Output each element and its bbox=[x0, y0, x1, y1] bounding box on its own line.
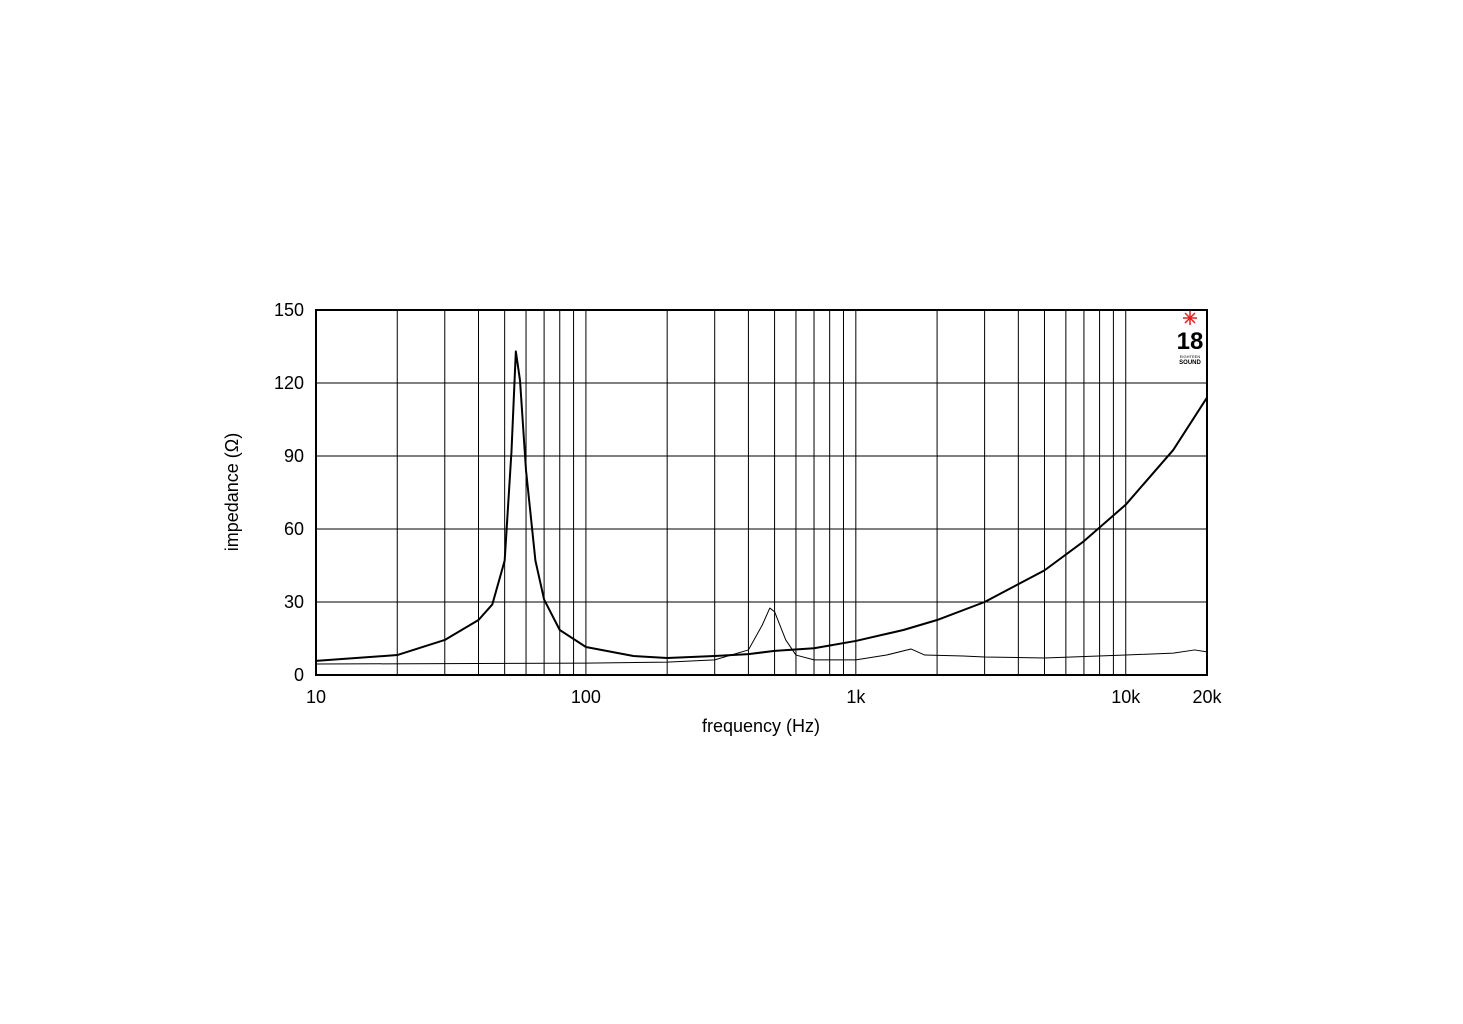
y-tick-label: 30 bbox=[284, 592, 304, 612]
y-tick-label: 150 bbox=[274, 300, 304, 320]
x-tick-label: 10 bbox=[306, 687, 326, 707]
logo-line2: SOUND bbox=[1179, 360, 1201, 366]
y-axis-label: impedance (Ω) bbox=[222, 433, 242, 552]
x-tick-label: 20k bbox=[1192, 687, 1222, 707]
x-tick-label: 100 bbox=[571, 687, 601, 707]
logo-number: 18 bbox=[1177, 328, 1204, 355]
x-axis-label: frequency (Hz) bbox=[702, 716, 820, 736]
x-tick-label: 10k bbox=[1111, 687, 1141, 707]
logo-line1: EIGHTEEN bbox=[1180, 354, 1201, 359]
impedance-line bbox=[315, 350, 1208, 662]
y-tick-label: 60 bbox=[284, 519, 304, 539]
logo-star bbox=[1183, 311, 1197, 325]
plot-frame bbox=[315, 309, 1208, 676]
y-tick-label: 120 bbox=[274, 373, 304, 393]
y-tick-label: 90 bbox=[284, 446, 304, 466]
logo: 18 EIGHTEEN SOUND bbox=[1177, 311, 1204, 366]
y-tick-label: 0 bbox=[294, 665, 304, 685]
x-tick-label: 1k bbox=[846, 687, 866, 707]
impedance-line bbox=[315, 607, 1208, 665]
